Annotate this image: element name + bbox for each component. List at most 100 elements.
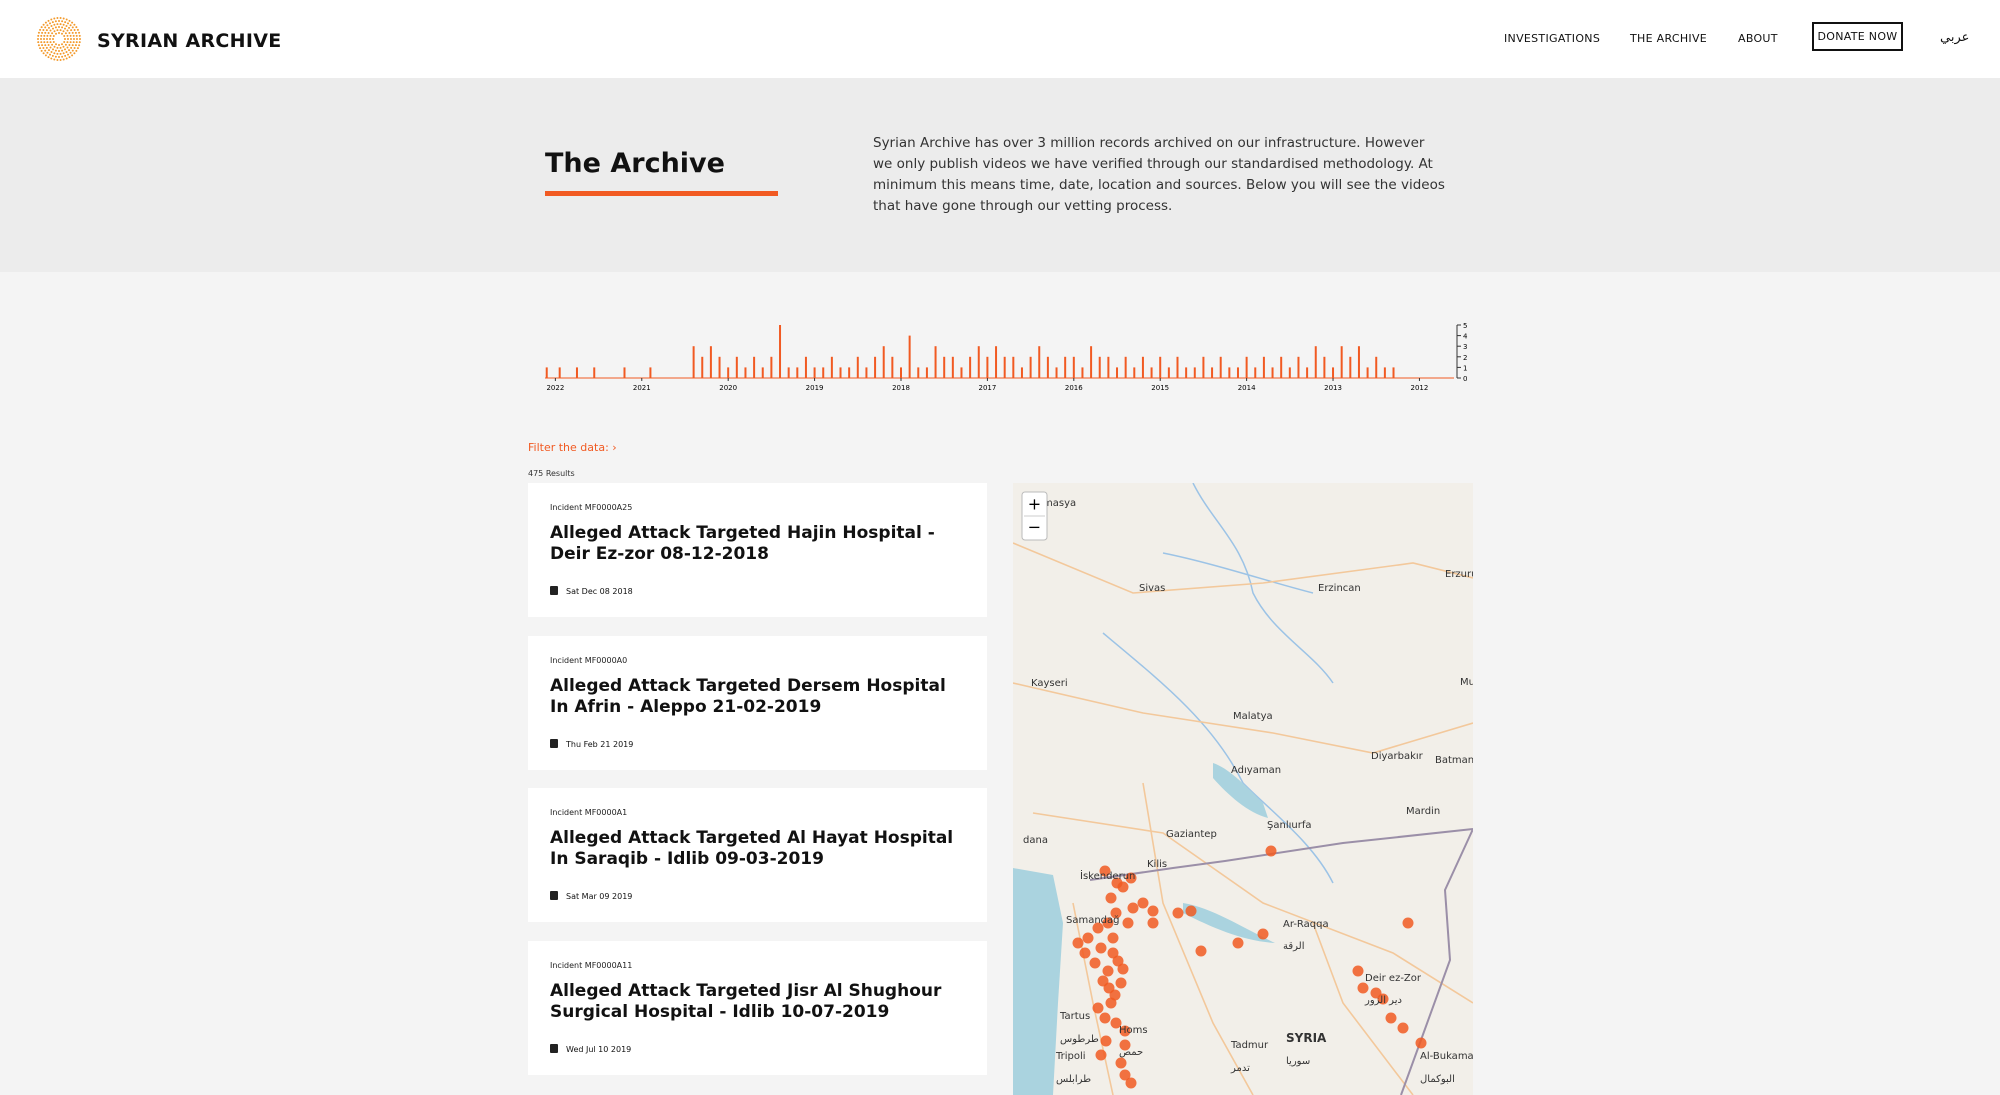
incident-date: Sat Dec 08 2018 xyxy=(566,587,633,596)
incident-marker xyxy=(1072,937,1084,949)
bar xyxy=(882,346,885,378)
bar xyxy=(1366,367,1369,378)
logo-dot xyxy=(43,41,46,44)
filter-toggle[interactable]: Filter the data: › xyxy=(528,441,617,454)
logo-dot xyxy=(64,21,67,24)
logo-dot xyxy=(72,34,75,37)
logo-dot xyxy=(39,28,42,31)
logo-dot xyxy=(69,34,72,37)
incident-title[interactable]: Alleged Attack Targeted Hajin Hospital -… xyxy=(550,523,935,564)
incident-marker xyxy=(1119,1069,1131,1081)
logo-dot xyxy=(52,41,55,43)
map-label: Deir ez-Zor xyxy=(1365,973,1422,984)
bar xyxy=(908,335,911,378)
bar xyxy=(856,356,859,378)
logo-dot xyxy=(46,38,48,40)
y-tick-label: 4 xyxy=(1463,333,1468,341)
logo-mark[interactable] xyxy=(36,16,82,62)
logo-dot xyxy=(37,44,40,47)
logo-dot xyxy=(67,53,69,56)
map-label: حمص xyxy=(1119,1047,1143,1058)
logo-dot xyxy=(44,54,47,57)
incident-marker xyxy=(1102,965,1114,977)
map-label: Erzurum xyxy=(1445,569,1473,580)
map-label: Tripoli xyxy=(1055,1051,1086,1062)
donate-button[interactable]: DONATE NOW xyxy=(1812,22,1903,51)
logo-dot xyxy=(46,41,49,44)
incident-marker xyxy=(1092,922,1104,934)
logo-dot xyxy=(65,57,68,60)
incident-title[interactable]: Alleged Attack Targeted Jisr Al Shughour… xyxy=(550,980,942,1022)
language-link[interactable]: عربي xyxy=(1940,30,1970,45)
zoom-out[interactable]: − xyxy=(1028,518,1041,537)
incident-card[interactable]: Incident MF0000A0 Alleged Attack Targeted… xyxy=(528,635,987,770)
bar xyxy=(623,367,626,378)
incident-marker xyxy=(1127,902,1139,914)
filter-label[interactable]: Filter the data: xyxy=(528,441,609,454)
incident-card[interactable]: Incident MF0000A1 Alleged Attack Targeted… xyxy=(528,788,987,922)
nav-link[interactable]: ABOUT xyxy=(1738,32,1778,45)
x-tick-label: 2017 xyxy=(978,384,996,392)
logo-dot xyxy=(56,58,59,61)
y-tick-label: 0 xyxy=(1463,375,1467,383)
logo-dot xyxy=(69,51,72,54)
logo-dot xyxy=(58,20,60,22)
incident-title[interactable]: Alleged Attack Targeted Al Hayat Hospita… xyxy=(550,828,954,869)
logo-dot xyxy=(73,29,76,31)
logo-text[interactable]: SYRIAN ARCHIVE xyxy=(97,30,282,52)
logo-dot xyxy=(37,41,40,44)
incident-card[interactable]: Incident MF0000A11 Alleged Attack Targete… xyxy=(528,940,987,1075)
logo-dot xyxy=(70,29,73,32)
logo-dot xyxy=(63,35,66,37)
logo-dot xyxy=(52,48,54,51)
logo-dot xyxy=(71,31,74,34)
map-label: Batman xyxy=(1435,755,1473,766)
map-label: Erzincan xyxy=(1318,583,1361,594)
bar xyxy=(761,367,764,378)
logo-dot xyxy=(49,22,51,25)
nav-link[interactable]: THE ARCHIVE xyxy=(1630,32,1708,45)
map-label: dana xyxy=(1023,835,1048,846)
bar xyxy=(1349,356,1352,378)
logo-dot xyxy=(64,38,66,40)
incident-marker xyxy=(1257,928,1269,940)
bar xyxy=(558,367,561,378)
logo-dot xyxy=(47,32,50,34)
incident-marker xyxy=(1117,881,1129,893)
logo-dot xyxy=(55,43,57,46)
incident-marker xyxy=(1095,942,1107,954)
incident-card[interactable]: Incident MF0000A25 Alleged Attack Targete… xyxy=(528,483,987,617)
map[interactable]: masya Sivas Erzincan Erzurum Kayseri Muş Malat… xyxy=(1013,483,1473,1095)
map-label: تدمر xyxy=(1230,1063,1250,1074)
logo-dot xyxy=(66,46,69,49)
incident-marker xyxy=(1377,993,1389,1005)
logo-dot xyxy=(49,53,51,56)
bar xyxy=(796,367,799,378)
map-label: طرابلس xyxy=(1056,1074,1091,1085)
logo-dot xyxy=(56,52,59,55)
logo-dot xyxy=(49,34,52,37)
logo-dot xyxy=(75,34,78,37)
logo-dot xyxy=(58,56,60,58)
bar xyxy=(1228,367,1231,378)
calendar-icon xyxy=(550,1043,558,1053)
bar xyxy=(822,367,825,378)
logo-dot xyxy=(58,26,60,28)
incident-date: Wed Jul 10 2019 xyxy=(566,1044,632,1054)
logo-dot xyxy=(46,51,49,54)
zoom-in[interactable]: + xyxy=(1028,495,1041,514)
calendar-icon xyxy=(550,891,558,900)
bar xyxy=(813,367,816,378)
header: SYRIAN ARCHIVE INVESTIGATIONS THE ARCHIV… xyxy=(0,0,2000,78)
logo-dot xyxy=(61,26,64,29)
incident-marker xyxy=(1099,1012,1111,1024)
x-tick-label: 2018 xyxy=(892,384,910,392)
bar xyxy=(1064,356,1067,378)
calendar-icon xyxy=(550,738,558,748)
map-label: Al-Bukamal xyxy=(1420,1051,1473,1062)
incident-marker xyxy=(1265,845,1277,857)
nav-link[interactable]: INVESTIGATIONS xyxy=(1504,32,1601,45)
logo-dot xyxy=(59,23,62,26)
incident-title[interactable]: Alleged Attack Targeted Dersem Hospital … xyxy=(550,675,946,717)
